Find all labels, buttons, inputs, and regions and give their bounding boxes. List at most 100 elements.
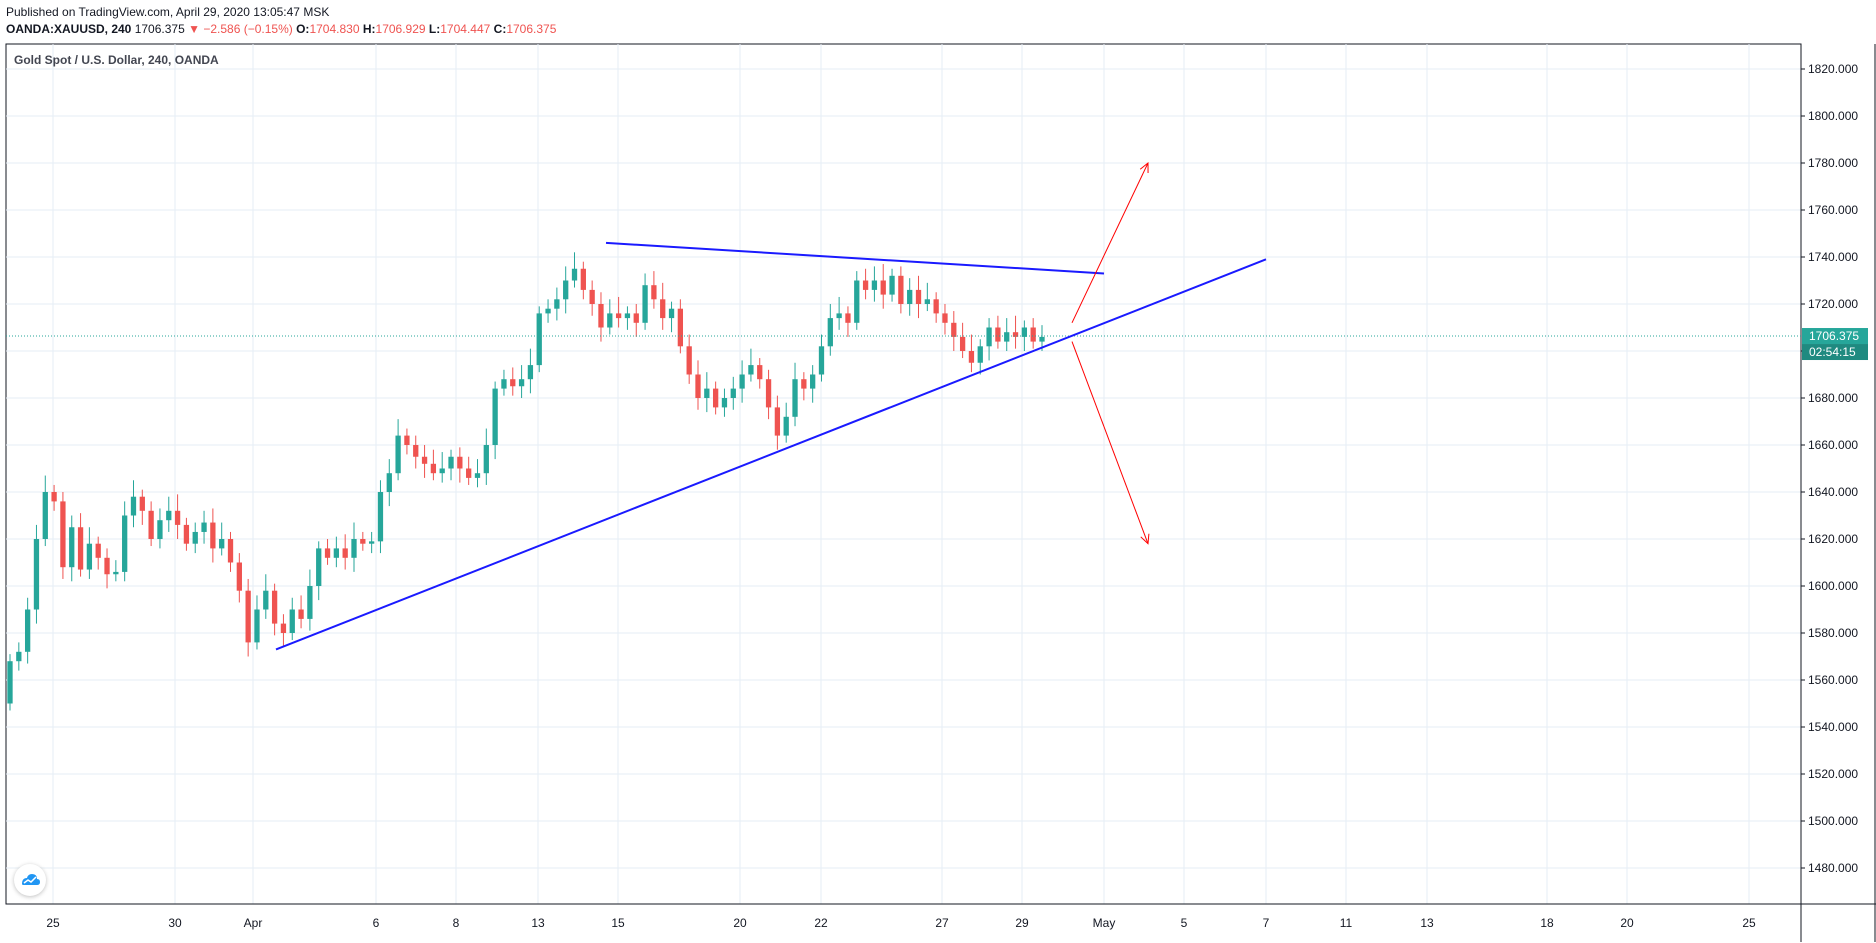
candle-body [113, 571, 119, 575]
y-tick-label: 1600.000 [1808, 579, 1858, 593]
candle-body [324, 548, 331, 558]
high-value: 1706.929 [375, 22, 426, 36]
candle-body [633, 313, 639, 323]
candle-body [122, 515, 128, 572]
candle-body [192, 531, 198, 544]
candle-body [386, 473, 392, 492]
tradingview-logo-icon[interactable] [14, 864, 46, 896]
y-tick-label: 1560.000 [1808, 673, 1858, 687]
candle-body [730, 388, 736, 398]
candle-body [757, 365, 763, 380]
plot-area [5, 43, 1802, 905]
candle-body [810, 374, 816, 389]
last-price-tag [1802, 328, 1868, 345]
candle-body [368, 541, 375, 544]
candle-body [607, 313, 613, 328]
candle-body [271, 590, 278, 624]
symbol-label: OANDA:XAUUSD, 240 [6, 22, 132, 36]
countdown-text: 02:54:15 [1809, 345, 1856, 359]
candle-body [660, 299, 666, 319]
candle-body [827, 318, 833, 347]
close-value: 1706.375 [506, 22, 557, 36]
x-tick-label: 8 [453, 916, 460, 930]
candle-body [130, 496, 137, 516]
breakdown-arrow-head [1140, 533, 1150, 545]
candle-body [7, 661, 13, 704]
candle-body [995, 327, 1001, 342]
candle-body [624, 313, 631, 319]
breakout-up-arrow-head [1139, 161, 1149, 174]
breakdown-arrow [1071, 341, 1149, 544]
x-tick-label: 20 [1620, 916, 1634, 930]
y-tick-label: 1640.000 [1808, 485, 1858, 499]
candle-body [501, 379, 507, 389]
x-tick-label: 20 [733, 916, 747, 930]
candle-body [77, 527, 84, 570]
x-tick-label: 25 [1742, 916, 1756, 930]
candle-body [51, 492, 57, 502]
y-tick-label: 1720.000 [1808, 297, 1858, 311]
y-tick-label: 1580.000 [1808, 626, 1858, 640]
candle-body [24, 609, 31, 652]
y-tick-label: 1500.000 [1808, 814, 1858, 828]
published-caption: Published on TradingView.com, April 29, … [6, 5, 330, 19]
candle-body [783, 416, 789, 436]
y-tick-label: 1620.000 [1808, 532, 1858, 546]
candle-body [333, 548, 340, 558]
x-tick-label: 11 [1340, 916, 1353, 930]
candle-body [263, 590, 269, 610]
candle-body [342, 548, 348, 558]
candle-body [862, 280, 869, 290]
y-tick-label: 1780.000 [1808, 156, 1858, 170]
y-tick-label: 1820.000 [1808, 62, 1858, 76]
close-key: C: [493, 22, 507, 36]
candle-body [871, 280, 878, 290]
candle-body [704, 388, 710, 398]
x-tick-label: 13 [531, 916, 545, 930]
candle-body [201, 522, 207, 532]
x-tick-label: 18 [1540, 916, 1554, 930]
x-tick-label: 30 [168, 916, 182, 930]
y-tick-label: 1540.000 [1808, 720, 1858, 734]
candle-body [42, 492, 48, 539]
candle-body [33, 539, 40, 610]
candle-body [642, 285, 648, 323]
high-key: H: [362, 22, 376, 36]
candle-body [933, 299, 939, 314]
candle-body [942, 313, 948, 323]
candle-body [739, 374, 745, 389]
support-trendline [275, 258, 1267, 651]
candle-body [448, 456, 454, 469]
low-key: L: [428, 22, 441, 36]
candle-body [545, 308, 551, 314]
candle-body [801, 379, 807, 389]
candle-body [774, 407, 781, 436]
candle-body [457, 456, 463, 469]
candle-body [510, 379, 516, 387]
candle-body [413, 445, 419, 457]
open-value: 1704.830 [309, 22, 360, 36]
candle-body [377, 492, 384, 542]
y-tick-label: 1660.000 [1808, 438, 1858, 452]
candle-body [95, 543, 101, 558]
candle-body [404, 435, 410, 445]
candle-body [254, 609, 260, 643]
candle-body [439, 468, 445, 474]
candle-body [792, 379, 798, 417]
candle-body [16, 651, 22, 662]
change-label: −2.586 (−0.15%) [203, 22, 293, 36]
candle-body [959, 336, 966, 351]
candle-body [1030, 327, 1036, 342]
x-tick-label: 29 [1015, 916, 1029, 930]
candle-body [351, 539, 357, 558]
candle-body [307, 586, 313, 619]
candle-body [139, 496, 145, 511]
x-tick-label: May [1093, 916, 1116, 930]
candle-body [236, 562, 242, 591]
last-price-label: 1706.375 [134, 22, 185, 36]
x-tick-label: 27 [935, 916, 949, 930]
candle-body [421, 456, 428, 464]
x-tick-label: 13 [1420, 916, 1434, 930]
x-tick-label: 22 [814, 916, 828, 930]
